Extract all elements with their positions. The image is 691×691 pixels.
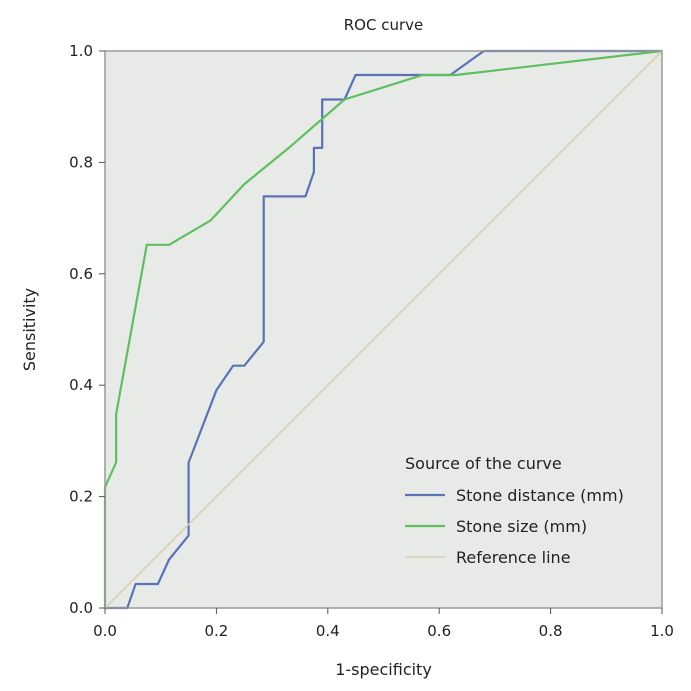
x-tick-label: 0.0 [93,622,117,640]
legend-label: Stone distance (mm) [456,486,624,505]
x-tick-label: 0.2 [204,622,228,640]
axis-layer: 0.0 0.2 0.4 0.6 0.8 1.0 0.0 0.2 0.4 0.6 0.8 1.0 [69,42,674,640]
y-tick-label: 0.0 [69,599,93,617]
series-line-2 [103,49,663,608]
series-layer [103,49,663,610]
legend-label: Reference line [456,548,571,567]
legend-title: Source of the curve [405,454,562,473]
x-tick-label: 0.6 [427,622,451,640]
y-tick-label: 1.0 [69,42,93,60]
y-tick-label: 0.6 [69,265,93,283]
series-line-3 [104,50,663,609]
x-tick-label: 0.8 [539,622,563,640]
legend: Source of the curve Stone distance (mm)S… [405,454,624,567]
chart-title: ROC curve [344,16,424,34]
y-axis-title: Sensitivity [20,288,39,371]
y-tick-label: 0.8 [69,153,93,171]
series-line-1 [105,49,662,610]
x-tick-label: 0.4 [316,622,340,640]
legend-items: Stone distance (mm) Stone size (mm) Refere… [405,486,624,567]
y-tick-label: 0.2 [69,488,93,506]
x-tick-label: 1.0 [650,622,674,640]
legend-label: Stone size (mm) [456,517,587,536]
plot-frame [104,50,663,609]
x-axis-title: 1-specificity [335,660,432,679]
y-tick-label: 0.4 [69,376,93,394]
